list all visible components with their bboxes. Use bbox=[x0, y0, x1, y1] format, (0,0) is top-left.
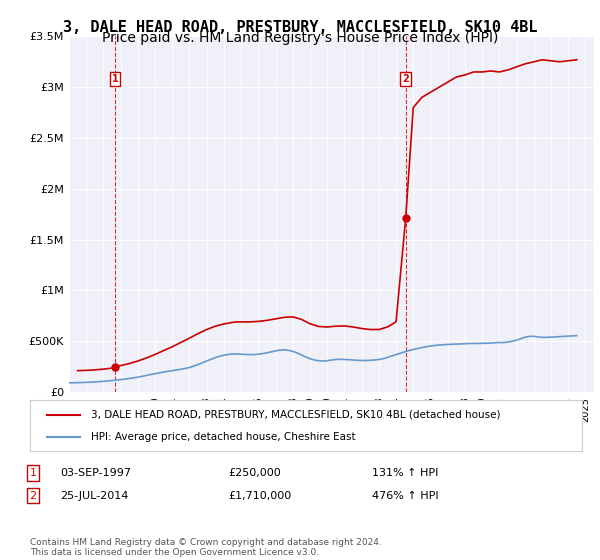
Text: 476% ↑ HPI: 476% ↑ HPI bbox=[372, 491, 439, 501]
Text: 2: 2 bbox=[403, 74, 409, 84]
Text: £1,710,000: £1,710,000 bbox=[228, 491, 291, 501]
Text: 2: 2 bbox=[29, 491, 37, 501]
Text: Price paid vs. HM Land Registry's House Price Index (HPI): Price paid vs. HM Land Registry's House … bbox=[102, 31, 498, 45]
Text: 25-JUL-2014: 25-JUL-2014 bbox=[60, 491, 128, 501]
Text: HPI: Average price, detached house, Cheshire East: HPI: Average price, detached house, Ches… bbox=[91, 432, 355, 442]
Text: Contains HM Land Registry data © Crown copyright and database right 2024.
This d: Contains HM Land Registry data © Crown c… bbox=[30, 538, 382, 557]
Text: 1: 1 bbox=[29, 468, 37, 478]
Text: 3, DALE HEAD ROAD, PRESTBURY, MACCLESFIELD, SK10 4BL (detached house): 3, DALE HEAD ROAD, PRESTBURY, MACCLESFIE… bbox=[91, 409, 500, 419]
Text: 131% ↑ HPI: 131% ↑ HPI bbox=[372, 468, 439, 478]
Text: 1: 1 bbox=[112, 74, 118, 84]
Text: 03-SEP-1997: 03-SEP-1997 bbox=[60, 468, 131, 478]
Text: £250,000: £250,000 bbox=[228, 468, 281, 478]
Text: 3, DALE HEAD ROAD, PRESTBURY, MACCLESFIELD, SK10 4BL: 3, DALE HEAD ROAD, PRESTBURY, MACCLESFIE… bbox=[63, 20, 537, 35]
